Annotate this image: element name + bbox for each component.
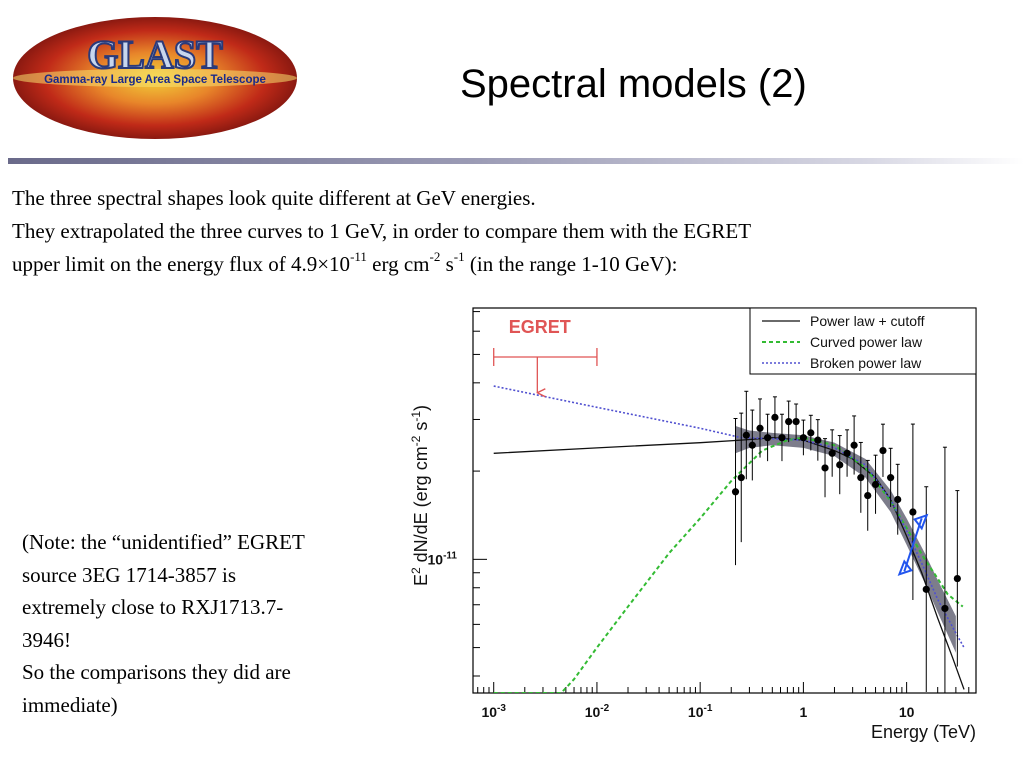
data-point [843,449,851,457]
legend-label: Curved power law [810,334,923,350]
note-line: source 3EG 1714-3857 is [22,562,237,587]
data-point [879,446,887,455]
y-axis-label: E2 dN/dE (erg cm-2 s-1) [409,405,431,586]
data-point [850,441,858,449]
data-point [821,464,829,472]
note-line: 3946! [22,627,71,652]
error-band [735,425,956,653]
glast-logo: GLAST Gamma-ray Large Area Space Telesco… [10,14,300,142]
legend-label: Broken power law [810,355,922,371]
x-tick-label: 1 [799,704,807,720]
egret-label: EGRET [509,317,571,337]
slide-title: Spectral models (2) [460,62,807,106]
chart-svg: EGRET Power law + cutoff Curved power law… [409,307,977,742]
x-tick-label: 10-2 [585,703,610,720]
data-point [922,585,930,593]
x-tick-label: 10-1 [688,703,713,720]
x-tick-label: 10-3 [481,703,506,720]
note-line: So the comparisons they did are [22,660,291,684]
x-tick-label: 10 [899,704,915,720]
data-point [836,461,844,469]
data-point [894,495,902,504]
data-point [799,434,807,442]
blue-arrow-head [897,559,913,576]
data-point [771,413,779,421]
data-point [748,441,756,449]
blue-arrow-shaft [903,518,923,572]
data-point [792,418,800,426]
data-point [814,436,822,444]
x-axis-label: Energy (TeV) [871,722,976,742]
logo-wordmark: GLAST [87,32,223,77]
data-point [941,604,949,613]
logo-subtitle: Gamma-ray Large Area Space Telescope [44,74,266,86]
data-point [778,434,786,442]
data-point [828,449,836,457]
legend-label: Power law + cutoff [810,313,925,329]
body-line-2: They extrapolated the three curves to 1 … [12,219,752,243]
spectral-chart: EGRET Power law + cutoff Curved power law… [395,300,990,755]
data-point [756,424,764,432]
data-point [731,488,740,496]
series-line-2 [493,436,964,693]
data-point [763,434,772,442]
body-line-3: upper limit on the energy flux of 4.9×10… [12,249,678,276]
series-line-3 [493,385,965,648]
body-line-1: The three spectral shapes look quite dif… [12,186,536,210]
data-point [807,429,815,437]
data-point [785,418,793,426]
series-line-1 [493,437,965,690]
data-point [857,474,865,482]
note-line: extremely close to RXJ1713.7- [22,595,284,619]
note-line: (Note: the “unidentified” EGRET [22,530,305,554]
title-divider [8,158,1024,164]
data-point [742,431,750,439]
data-point [737,474,745,482]
data-point [909,508,917,516]
note-text: (Note: the “unidentified” EGRET source 3… [22,526,394,721]
data-point [864,491,872,500]
y-tick-label: 10-11 [428,550,458,567]
data-point [953,574,961,583]
body-text: The three spectral shapes look quite dif… [12,182,1012,281]
blue-arrow-head [913,513,929,531]
data-point [887,474,895,482]
note-line: immediate) [22,692,118,717]
data-point [871,480,880,489]
